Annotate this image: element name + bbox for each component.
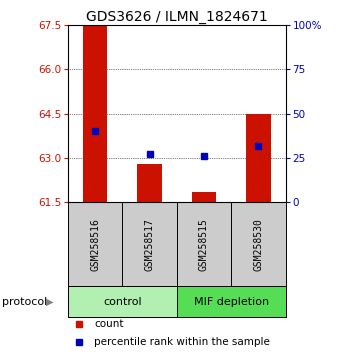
Text: ▶: ▶	[46, 297, 53, 307]
Text: MIF depletion: MIF depletion	[194, 297, 269, 307]
Title: GDS3626 / ILMN_1824671: GDS3626 / ILMN_1824671	[86, 10, 268, 24]
Bar	[177, 286, 286, 317]
Bar	[137, 164, 162, 202]
Text: GSM258517: GSM258517	[144, 218, 155, 271]
Bar	[83, 25, 107, 202]
Text: GSM258516: GSM258516	[90, 218, 100, 271]
Bar	[68, 286, 177, 317]
Text: count: count	[94, 319, 124, 329]
Text: GSM258515: GSM258515	[199, 218, 209, 271]
Bar	[246, 114, 271, 202]
Text: percentile rank within the sample: percentile rank within the sample	[94, 337, 270, 347]
Text: control: control	[103, 297, 142, 307]
Text: protocol: protocol	[2, 297, 47, 307]
Bar	[192, 192, 216, 202]
Text: GSM258530: GSM258530	[253, 218, 264, 271]
